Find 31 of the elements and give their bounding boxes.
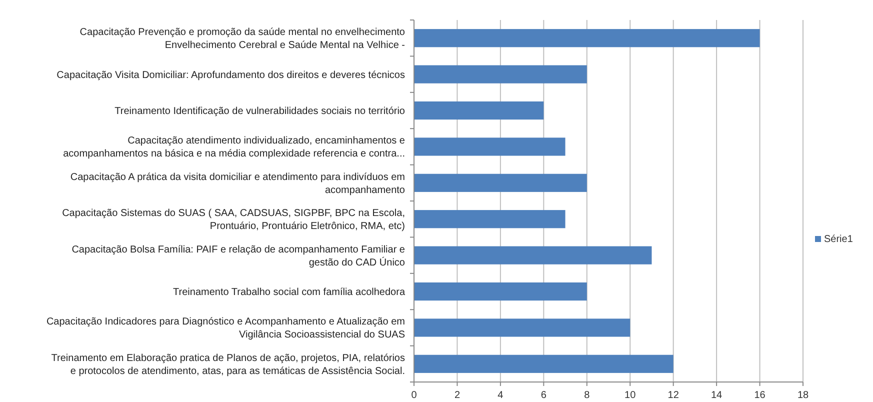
x-tick-label: 14	[710, 390, 723, 401]
x-tick-label: 4	[498, 390, 504, 401]
legend-label: Série1	[824, 234, 854, 245]
bar	[414, 354, 674, 373]
y-tick-label: Capacitação atendimento individualizado, encaminhamentos e acompanhamentos na básica e na média complexidade referencia e contra...	[63, 136, 406, 160]
y-tick-label: Capacitação Indicadores para Diagnóstico e Acompanhamento e Atualização em Vigilância Socioassistencial do SUAS	[46, 316, 406, 341]
y-tick-label: Capacitação Visita Domiciliar: Aprofundamento dos direitos e deveres técnicos	[56, 70, 405, 81]
y-tick-label: Treinamento em Elaboração pratica de Planos de ação, projetos, PIA, relatórios e protocolos de atendimento, atas, para as temáticas de Assistência Social.	[51, 352, 405, 377]
bar	[414, 101, 544, 120]
x-tick-label: 0	[411, 390, 418, 401]
y-tick-label: Capacitação Bolsa Família: PAIF e relação de acompanhamento Familiar e gestão do CAD Único	[72, 244, 406, 268]
bar	[414, 174, 587, 192]
x-tick-label: 18	[797, 390, 809, 401]
y-tick-label: Capacitação Prevenção e promoção da saúde mental no envelhecimento Envelhecimento Cerebral e Saúde Mental na Velhice -	[80, 27, 406, 52]
bar	[414, 282, 587, 301]
y-tick-label: Treinamento Trabalho social com família acolhedora	[173, 287, 406, 298]
bar	[414, 246, 652, 264]
x-tick-label: 16	[754, 390, 766, 401]
y-tick-label: Treinamento Identificação de vulnerabilidades sociais no território	[114, 106, 406, 117]
x-tick-label: 8	[584, 390, 590, 401]
y-tick-label: Capacitação Sistemas do SUAS ( SAA, CADSUAS, SIGPBF, BPC na Escola, Prontuário, Prontuário Eletrônico, RMA, etc)	[62, 208, 405, 232]
bar	[414, 29, 760, 48]
bar	[414, 318, 630, 337]
x-tick-label: 2	[454, 390, 460, 401]
x-tick-label: 10	[624, 390, 636, 401]
bar	[414, 138, 566, 156]
bar	[414, 65, 587, 84]
y-tick-label: Capacitação A prática da visita domiciliar e atendimento para indivíduos em acompanhamento	[70, 172, 406, 196]
bar	[414, 210, 566, 228]
x-tick-label: 6	[540, 390, 547, 401]
x-tick-label: 12	[668, 390, 680, 401]
